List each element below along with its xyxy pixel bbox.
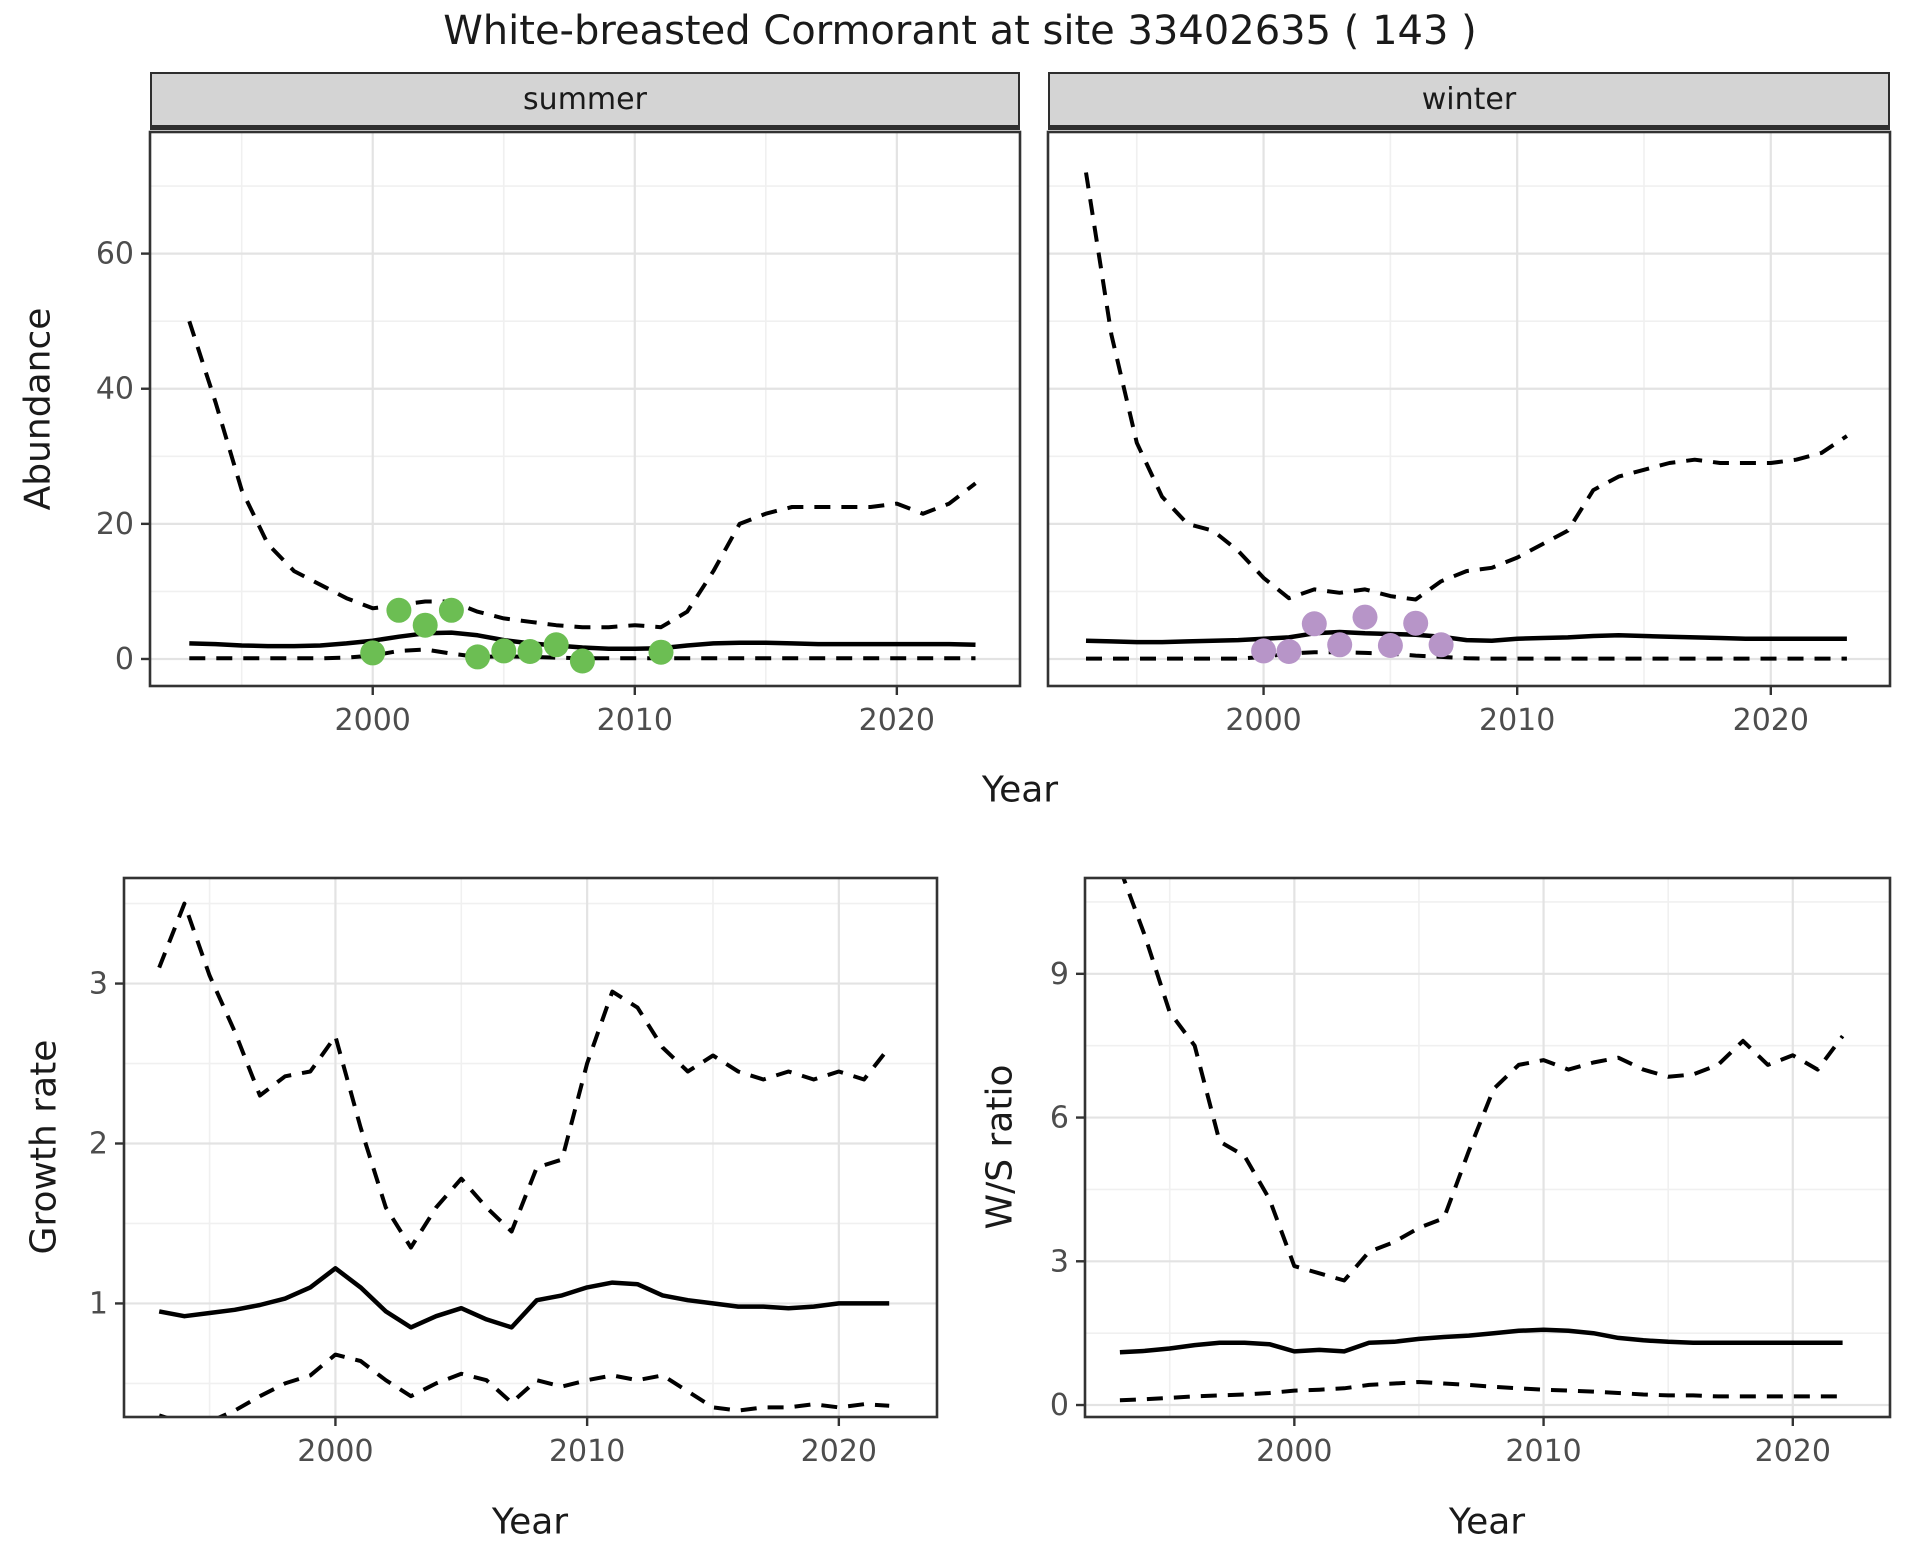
panel-border	[1083, 876, 1892, 1419]
summer-observation-point	[543, 632, 569, 658]
x-tick-label: 2020	[859, 703, 935, 738]
summer-observation-point	[412, 612, 438, 638]
summer-observation-point	[360, 640, 386, 666]
summer-observation-point	[491, 638, 517, 664]
summer-observation-point	[517, 639, 543, 664]
panel-winter: 2000 2010 2020	[1046, 130, 1892, 738]
growth-year-axis-title: Year	[491, 1501, 569, 1543]
growth-median-line	[158, 1266, 890, 1330]
ws-ratio-axis-title: W/S ratio	[979, 1064, 1021, 1230]
growth-upper-ci-line	[157, 901, 891, 1250]
y-tick-label: 1	[89, 1286, 108, 1321]
panel-growth: 2000 2010 2020 1 2 3	[89, 876, 939, 1469]
facet-strip-summer-label: summer	[523, 82, 647, 117]
plot-title: White-breasted Cormorant at site 3340263…	[443, 8, 1477, 54]
panel-ws: 2000 2010 2020 0 3 6 9	[1050, 876, 1892, 1469]
panel-border	[122, 876, 939, 1419]
winter-upper-ci-line	[1084, 172, 1849, 602]
panel-summer: 2000 2010 2020 0 20 40 60	[96, 130, 1022, 738]
facet-strip-summer: summer	[150, 72, 1020, 130]
x-tick-label: 2000	[335, 703, 411, 738]
x-tick-label: 2010	[1479, 703, 1555, 738]
y-tick-label: 40	[96, 372, 134, 407]
x-tick-label: 2000	[1225, 703, 1301, 738]
x-tick-label: 2010	[597, 703, 673, 738]
winter-observation-point	[1327, 632, 1353, 658]
winter-observation-point	[1352, 604, 1378, 630]
facet-strip-winter: winter	[1048, 72, 1890, 130]
x-tick-label: 2020	[1755, 1434, 1831, 1469]
summer-lower-ci-line	[189, 647, 976, 661]
y-tick-label: 6	[1050, 1101, 1069, 1136]
summer-observation-point	[648, 639, 674, 665]
winter-observation-point	[1428, 632, 1454, 658]
growth-lower-ci-line	[158, 1352, 890, 1417]
y-tick-label: 0	[115, 642, 134, 677]
y-tick-label: 60	[96, 237, 134, 272]
y-tick-label: 3	[89, 967, 108, 1002]
y-tick-label: 9	[1050, 957, 1069, 992]
ws-year-axis-title: Year	[1448, 1501, 1526, 1543]
x-tick-label: 2010	[549, 1434, 625, 1469]
winter-observation-point	[1251, 638, 1277, 664]
x-tick-label: 2000	[1256, 1434, 1332, 1469]
abundance-axis-title: Abundance	[17, 307, 59, 511]
summer-median-line	[189, 630, 976, 652]
winter-observation-point	[1377, 633, 1403, 658]
x-tick-label: 2000	[297, 1434, 373, 1469]
summer-observation-point	[465, 644, 491, 670]
top-year-axis-title: Year	[981, 769, 1059, 811]
ws-upper-ci-line	[1121, 878, 1845, 1283]
x-tick-label: 2020	[1733, 703, 1809, 738]
ws-lower-ci-line	[1119, 1380, 1843, 1403]
summer-observation-point	[386, 597, 412, 623]
summer-upper-ci-line	[187, 320, 977, 630]
winter-median-line	[1085, 629, 1847, 645]
summer-observation-point	[438, 597, 464, 623]
panel-border	[1046, 130, 1892, 688]
facet-strip-winter-label: winter	[1421, 82, 1517, 117]
panel-border	[148, 130, 1022, 688]
growth-rate-axis-title: Growth rate	[23, 1039, 65, 1255]
y-tick-label: 3	[1050, 1244, 1069, 1279]
summer-observation-point	[569, 648, 595, 674]
ws-median-line	[1119, 1327, 1843, 1355]
y-tick-label: 0	[1050, 1388, 1069, 1423]
winter-observation-point	[1276, 639, 1302, 664]
winter-observation-point	[1403, 610, 1429, 636]
y-tick-label: 2	[89, 1127, 108, 1162]
x-tick-label: 2010	[1505, 1434, 1581, 1469]
y-tick-label: 20	[96, 507, 134, 542]
x-tick-label: 2020	[801, 1434, 877, 1469]
winter-lower-ci-line	[1086, 650, 1847, 661]
winter-observation-point	[1301, 611, 1327, 637]
